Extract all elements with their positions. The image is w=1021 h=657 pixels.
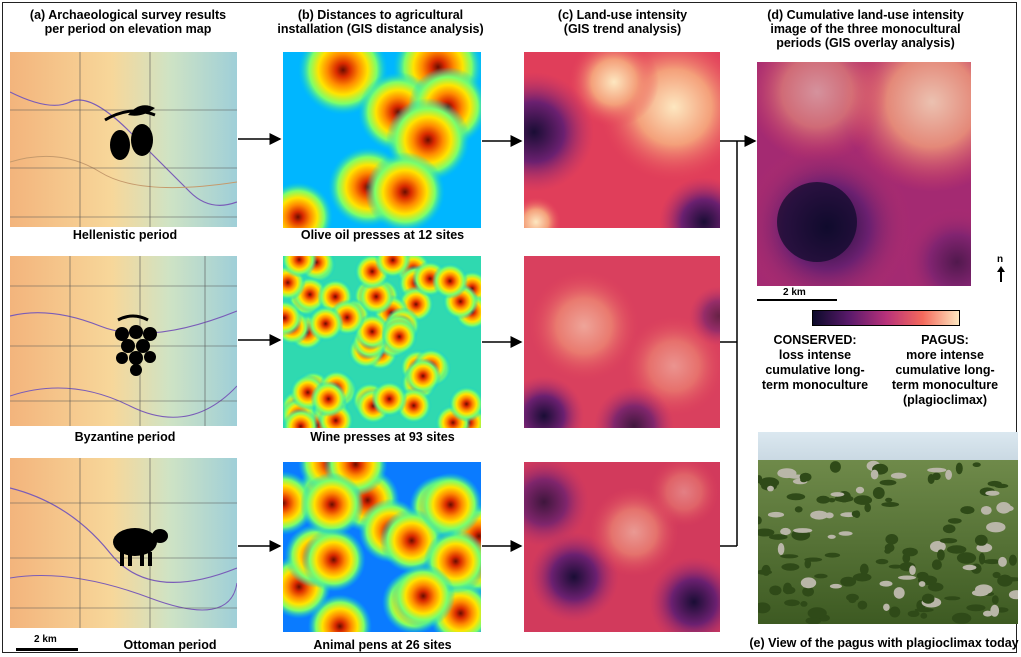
photo-texture [854, 495, 872, 505]
photo-texture [808, 607, 827, 619]
photo-texture [805, 559, 812, 568]
photo-texture [973, 462, 981, 467]
photo-texture [778, 543, 785, 555]
photo-texture [990, 605, 999, 617]
photo-texture [986, 522, 1005, 532]
photo-texture [898, 576, 916, 580]
photo-texture [858, 601, 868, 610]
photo-texture [932, 473, 940, 481]
photo-texture [975, 535, 988, 546]
photo-texture [871, 470, 879, 480]
photo-texture [783, 587, 795, 595]
photo-texture [956, 463, 963, 475]
photo-texture [947, 545, 966, 553]
photo-texture [784, 600, 800, 607]
photo-texture [769, 534, 788, 540]
photo-texture [966, 604, 985, 611]
photo-texture [856, 487, 864, 494]
photo-texture [816, 496, 830, 504]
photo-texture [880, 480, 897, 486]
photo-texture [880, 581, 893, 587]
photo-texture [780, 528, 791, 535]
photo-texture [922, 594, 935, 604]
photo-texture [852, 511, 859, 517]
photo-texture [927, 468, 946, 473]
photo-texture [979, 553, 985, 565]
photo-texture [781, 563, 799, 570]
photo-texture [885, 498, 892, 503]
photo-texture [830, 584, 842, 589]
photo-texture [937, 549, 945, 560]
photo-texture [889, 565, 902, 569]
photo-texture [963, 565, 977, 570]
legend-conserved: CONSERVED: loss intense cumulative long-… [750, 333, 880, 393]
photo-texture [769, 586, 781, 596]
photo-texture [831, 492, 845, 497]
photo-texture [780, 554, 798, 558]
pagus-photo [758, 432, 1018, 624]
photo-texture [889, 607, 900, 618]
photo-texture [849, 598, 856, 603]
photo-texture [975, 584, 993, 594]
photo-texture [825, 553, 840, 558]
photo-texture [894, 587, 905, 599]
photo-texture [801, 577, 816, 588]
photo-texture [814, 574, 827, 579]
photo-texture [825, 512, 834, 518]
photo-texture [873, 487, 885, 499]
photo-texture [884, 548, 891, 553]
photo-texture [883, 604, 890, 611]
photo-caption: (e) View of the pagus with plagioclimax … [748, 636, 1020, 650]
photo-texture [919, 581, 926, 587]
photo-texture [998, 557, 1007, 567]
photo-texture [800, 473, 812, 482]
photo-texture [908, 611, 920, 617]
photo-texture [787, 493, 806, 500]
photo-texture [839, 531, 853, 536]
photo-texture [828, 535, 836, 539]
photo-texture [778, 469, 786, 475]
legend-pagus: PAGUS: more intense cumulative long- ter… [880, 333, 1010, 408]
photo-texture [945, 470, 952, 480]
photo-texture [909, 565, 916, 575]
photo-texture [985, 491, 999, 496]
photo-texture [988, 481, 1002, 487]
photo-texture [793, 528, 812, 533]
photo-texture [1009, 555, 1017, 566]
photo-texture [800, 601, 807, 607]
photo-texture [957, 552, 976, 564]
photo-texture [944, 596, 960, 600]
photo-texture [940, 538, 957, 543]
photo-texture [996, 502, 1011, 514]
photo-texture [981, 506, 992, 515]
photo-texture [853, 573, 872, 581]
photo-texture [830, 461, 841, 473]
photo-texture [795, 506, 803, 512]
photo-texture [876, 559, 889, 564]
photo-texture [997, 575, 1012, 587]
photo-texture [943, 524, 956, 533]
photo-texture [932, 559, 942, 570]
photo-texture [881, 502, 899, 507]
photo-texture [920, 613, 927, 619]
photo-texture [992, 595, 999, 604]
photo-texture [902, 548, 918, 557]
legend-colorbar [812, 310, 960, 326]
photo-texture [768, 512, 784, 518]
photo-texture [767, 486, 774, 492]
cumulative-intensity-map [757, 62, 971, 286]
photo-texture [960, 506, 974, 514]
photo-texture [952, 613, 971, 624]
photo-texture [948, 518, 962, 524]
photo-texture [891, 473, 907, 479]
photo-texture [885, 534, 898, 545]
